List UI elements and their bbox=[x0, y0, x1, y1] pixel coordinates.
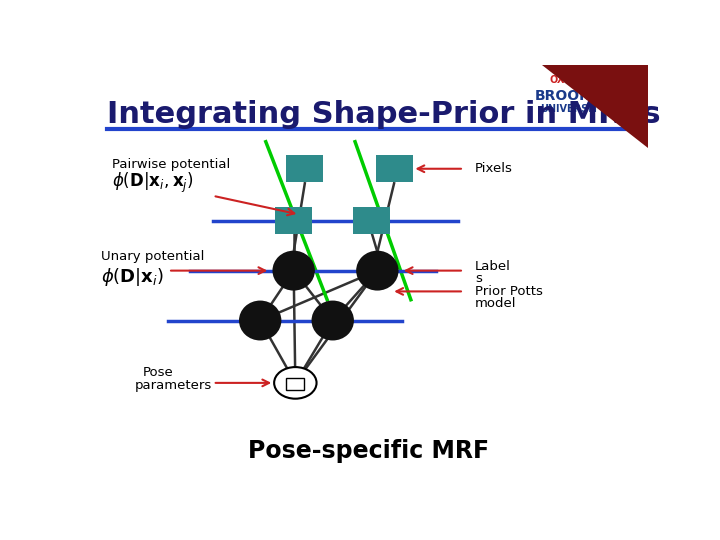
Circle shape bbox=[274, 367, 317, 399]
Text: $\phi(\mathbf{D}|\mathbf{x}_i)$: $\phi(\mathbf{D}|\mathbf{x}_i)$ bbox=[101, 266, 164, 288]
Bar bbox=[287, 378, 305, 390]
Ellipse shape bbox=[312, 301, 354, 341]
Ellipse shape bbox=[239, 301, 282, 341]
Text: UNIVERSITY: UNIVERSITY bbox=[540, 104, 606, 114]
Text: OXFORD: OXFORD bbox=[550, 75, 595, 85]
Polygon shape bbox=[542, 65, 648, 148]
Text: model: model bbox=[475, 298, 516, 310]
Text: parameters: parameters bbox=[135, 379, 212, 392]
Ellipse shape bbox=[272, 251, 315, 291]
Text: Unary potential: Unary potential bbox=[101, 249, 204, 262]
Text: BROOKES: BROOKES bbox=[535, 89, 611, 103]
Bar bbox=[275, 207, 312, 234]
Text: Prior Potts: Prior Potts bbox=[475, 285, 543, 298]
Text: Pose: Pose bbox=[143, 366, 174, 379]
Text: Pairwise potential: Pairwise potential bbox=[112, 158, 230, 171]
Bar bbox=[287, 155, 323, 183]
Text: $\phi(\mathbf{D}|\mathbf{x}_i,\mathbf{x}_j)$: $\phi(\mathbf{D}|\mathbf{x}_i,\mathbf{x}… bbox=[112, 171, 194, 195]
Text: Pose-specific MRF: Pose-specific MRF bbox=[248, 440, 490, 463]
Text: Integrating Shape-Prior in MRFs: Integrating Shape-Prior in MRFs bbox=[107, 100, 660, 129]
Bar bbox=[354, 207, 390, 234]
Ellipse shape bbox=[356, 251, 399, 291]
Bar bbox=[376, 155, 413, 183]
Text: s: s bbox=[475, 273, 482, 286]
Text: Pixels: Pixels bbox=[475, 162, 513, 176]
Text: Label: Label bbox=[475, 260, 511, 273]
